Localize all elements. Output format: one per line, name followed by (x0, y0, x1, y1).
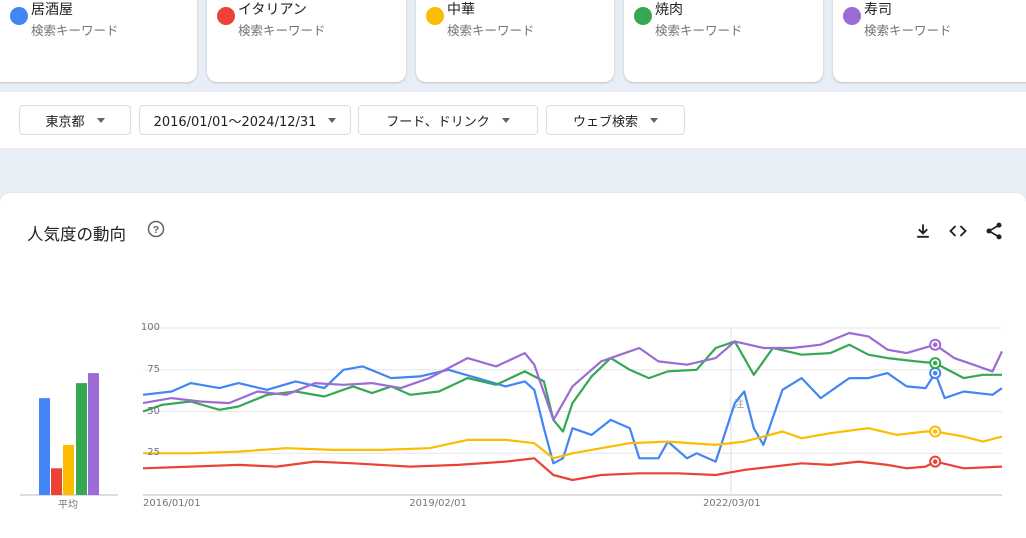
search-type-value: ウェブ検索 (572, 114, 638, 130)
y-tick-label: 100 (140, 322, 160, 333)
caret-down-icon (96, 117, 105, 123)
y-tick-label: 25 (147, 447, 160, 459)
term-subtitle: 検索キーワード (238, 23, 326, 38)
series-marker-dot-0 (932, 370, 938, 376)
filter-bar: 東京都 2016/01/01〜2024/12/31 フード、ドリンク ウェブ検索 (0, 92, 1026, 148)
average-bar (63, 444, 74, 495)
term-card-yakiniku[interactable]: 焼肉 検索キーワード (624, 0, 823, 82)
color-dot-icon (843, 7, 861, 25)
term-name: 中華 (447, 2, 475, 18)
average-bar (39, 398, 50, 495)
panel-title: 人気度の動向 (27, 225, 126, 244)
term-name: 焼肉 (655, 2, 683, 18)
term-name: 居酒屋 (31, 2, 73, 18)
term-subtitle: 検索キーワード (31, 23, 119, 38)
color-dot-icon (634, 7, 652, 25)
download-icon[interactable] (913, 221, 933, 241)
y-tick-label: 75 (147, 363, 160, 375)
average-bar (51, 468, 62, 495)
average-label: 平均 (58, 500, 78, 511)
svg-text:?: ? (153, 224, 159, 236)
x-tick-label: 2022/03/01 (702, 498, 761, 509)
series-marker-dot-1 (932, 459, 938, 464)
x-tick-label: 2019/02/01 (409, 498, 467, 509)
series-marker-dot-4 (932, 342, 938, 348)
series-line-0 (142, 365, 1003, 465)
interest-over-time-panel: 人気度の動向 ? (0, 193, 1026, 538)
category-value: フード、ドリンク (386, 114, 490, 130)
term-card-sushi[interactable]: 寿司 検索キーワード (833, 0, 1026, 82)
x-tick-label: 2016/01/01 (143, 498, 201, 509)
embed-code-icon[interactable] (948, 221, 968, 241)
color-dot-icon (10, 7, 28, 25)
region-value: 東京都 (45, 114, 85, 130)
date-range-dropdown[interactable]: 2016/01/01〜2024/12/31 (139, 105, 351, 135)
y-tick-label: 50 (147, 405, 160, 417)
color-dot-icon (426, 7, 444, 25)
date-range-value: 2016/01/01〜2024/12/31 (153, 114, 317, 130)
series-line-3 (142, 340, 1002, 433)
trend-chart: 注 (20, 327, 1003, 496)
term-name: イタリアン (238, 2, 307, 18)
caret-down-icon (650, 117, 658, 123)
color-dot-icon (217, 7, 235, 25)
help-icon[interactable]: ? (147, 220, 165, 238)
series-marker-dot-2 (932, 429, 938, 434)
caret-down-icon (501, 117, 510, 123)
term-subtitle: 検索キーワード (655, 23, 743, 38)
search-type-dropdown[interactable]: ウェブ検索 (546, 105, 685, 135)
annotation-label: 注 (734, 398, 744, 411)
category-dropdown[interactable]: フード、ドリンク (358, 105, 538, 135)
share-icon[interactable] (984, 221, 1004, 241)
region-dropdown[interactable]: 東京都 (19, 105, 131, 135)
series-line-2 (143, 427, 1003, 460)
series-line-4 (142, 331, 1003, 421)
term-card-italian[interactable]: イタリアン 検索キーワード (207, 0, 406, 82)
average-bar (76, 383, 87, 495)
term-subtitle: 検索キーワード (864, 23, 952, 38)
average-bar (88, 373, 99, 495)
term-card-izakaya[interactable]: 居酒屋 検索キーワード (0, 0, 197, 82)
term-name: 寿司 (864, 2, 892, 18)
series-line-1 (142, 457, 1003, 482)
term-subtitle: 検索キーワード (447, 23, 535, 38)
term-card-chinese[interactable]: 中華 検索キーワード (416, 0, 614, 82)
caret-down-icon (328, 117, 337, 123)
series-marker-dot-3 (932, 360, 938, 366)
